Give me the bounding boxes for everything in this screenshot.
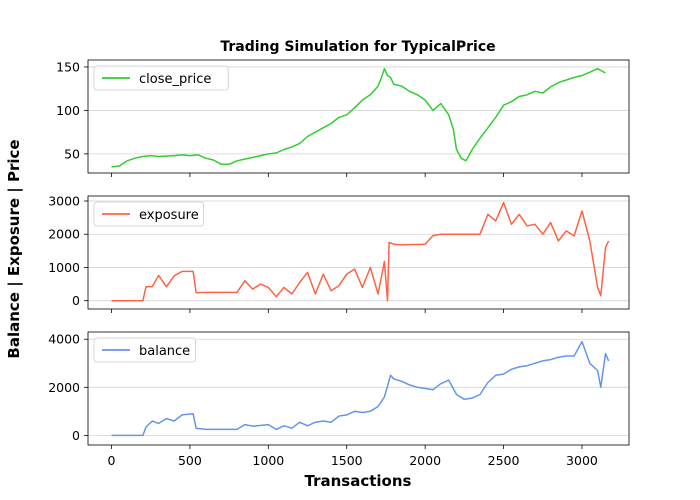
- plot-frame: [87, 331, 630, 446]
- y-tick-label: 3000: [48, 193, 80, 208]
- y-tick-label: 150: [56, 59, 80, 74]
- legend-close_price: close_price: [93, 65, 229, 91]
- y-tick-label: 0: [72, 428, 80, 443]
- x-axis-label: Transactions: [305, 472, 412, 490]
- plot-frame: [87, 59, 630, 174]
- legend-balance: balance: [93, 337, 196, 363]
- x-tick-label: 1500: [331, 453, 363, 468]
- legend-label: close_price: [139, 72, 211, 87]
- x-tick-label: 500: [178, 453, 202, 468]
- y-tick-label: 2000: [48, 227, 80, 242]
- y-tick-label: 2000: [48, 380, 80, 395]
- y-tick-label: 0: [72, 293, 80, 308]
- x-tick-label: 1000: [252, 453, 284, 468]
- chart-title: Trading Simulation for TypicalPrice: [220, 39, 495, 55]
- legend-label: balance: [139, 344, 190, 359]
- legend-label: exposure: [139, 208, 199, 223]
- legend-exposure: exposure: [93, 201, 204, 227]
- series-line-exposure: [111, 201, 610, 302]
- plot-frame: [87, 195, 630, 310]
- legend-box: [93, 337, 196, 363]
- series-line-balance: [111, 340, 610, 437]
- panels-group: 50 100 150 close_price 0 1000 2000 3000 exposure…: [48, 59, 630, 468]
- y-axis-label: Balance | Exposure | Price: [5, 139, 24, 358]
- x-tick-label: 0: [108, 453, 116, 468]
- panel-balance: 0 2000 4000 0 500 1000 1500 2000 2500 3000 balance: [48, 331, 630, 468]
- y-tick-label: 50: [64, 146, 80, 161]
- panel-exposure: 0 1000 2000 3000 exposure: [48, 193, 630, 313]
- x-tick-label: 2000: [409, 453, 441, 468]
- legend-box: [93, 201, 204, 227]
- x-tick-label: 3000: [566, 453, 598, 468]
- y-tick-label: 1000: [48, 260, 80, 275]
- series-line-close_price: [111, 67, 606, 168]
- y-tick-label: 4000: [48, 332, 80, 347]
- legend-box: [93, 65, 229, 91]
- x-tick-label: 2500: [488, 453, 520, 468]
- panel-close_price: 50 100 150 close_price: [56, 59, 630, 177]
- y-tick-label: 100: [56, 103, 80, 118]
